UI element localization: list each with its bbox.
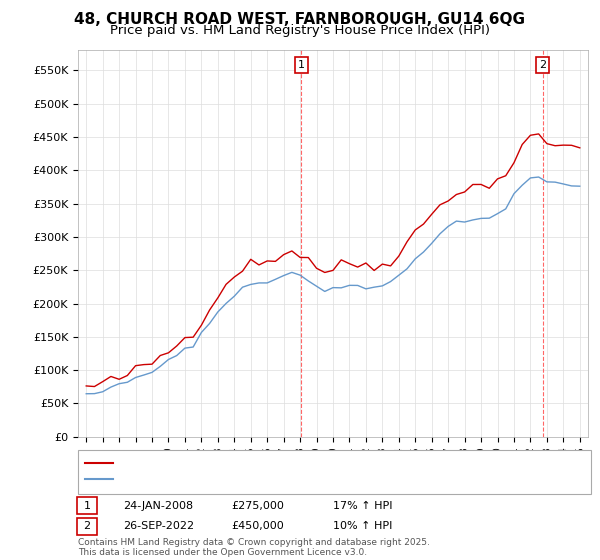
Text: 1: 1 <box>83 501 91 511</box>
Text: Contains HM Land Registry data © Crown copyright and database right 2025.
This d: Contains HM Land Registry data © Crown c… <box>78 538 430 557</box>
Text: Price paid vs. HM Land Registry's House Price Index (HPI): Price paid vs. HM Land Registry's House … <box>110 24 490 37</box>
Text: 48, CHURCH ROAD WEST, FARNBOROUGH, GU14 6QG: 48, CHURCH ROAD WEST, FARNBOROUGH, GU14 … <box>74 12 526 27</box>
Text: 2: 2 <box>539 60 546 70</box>
Text: HPI: Average price, semi-detached house, Rushmoor: HPI: Average price, semi-detached house,… <box>119 474 393 484</box>
Text: 48, CHURCH ROAD WEST, FARNBOROUGH, GU14 6QG (semi-detached house): 48, CHURCH ROAD WEST, FARNBOROUGH, GU14 … <box>119 458 523 468</box>
Text: 2: 2 <box>83 521 91 531</box>
Text: £275,000: £275,000 <box>231 501 284 511</box>
Text: £450,000: £450,000 <box>231 521 284 531</box>
Text: 1: 1 <box>298 60 305 70</box>
Text: 10% ↑ HPI: 10% ↑ HPI <box>333 521 392 531</box>
Text: 24-JAN-2008: 24-JAN-2008 <box>123 501 193 511</box>
Text: 17% ↑ HPI: 17% ↑ HPI <box>333 501 392 511</box>
Text: 26-SEP-2022: 26-SEP-2022 <box>123 521 194 531</box>
